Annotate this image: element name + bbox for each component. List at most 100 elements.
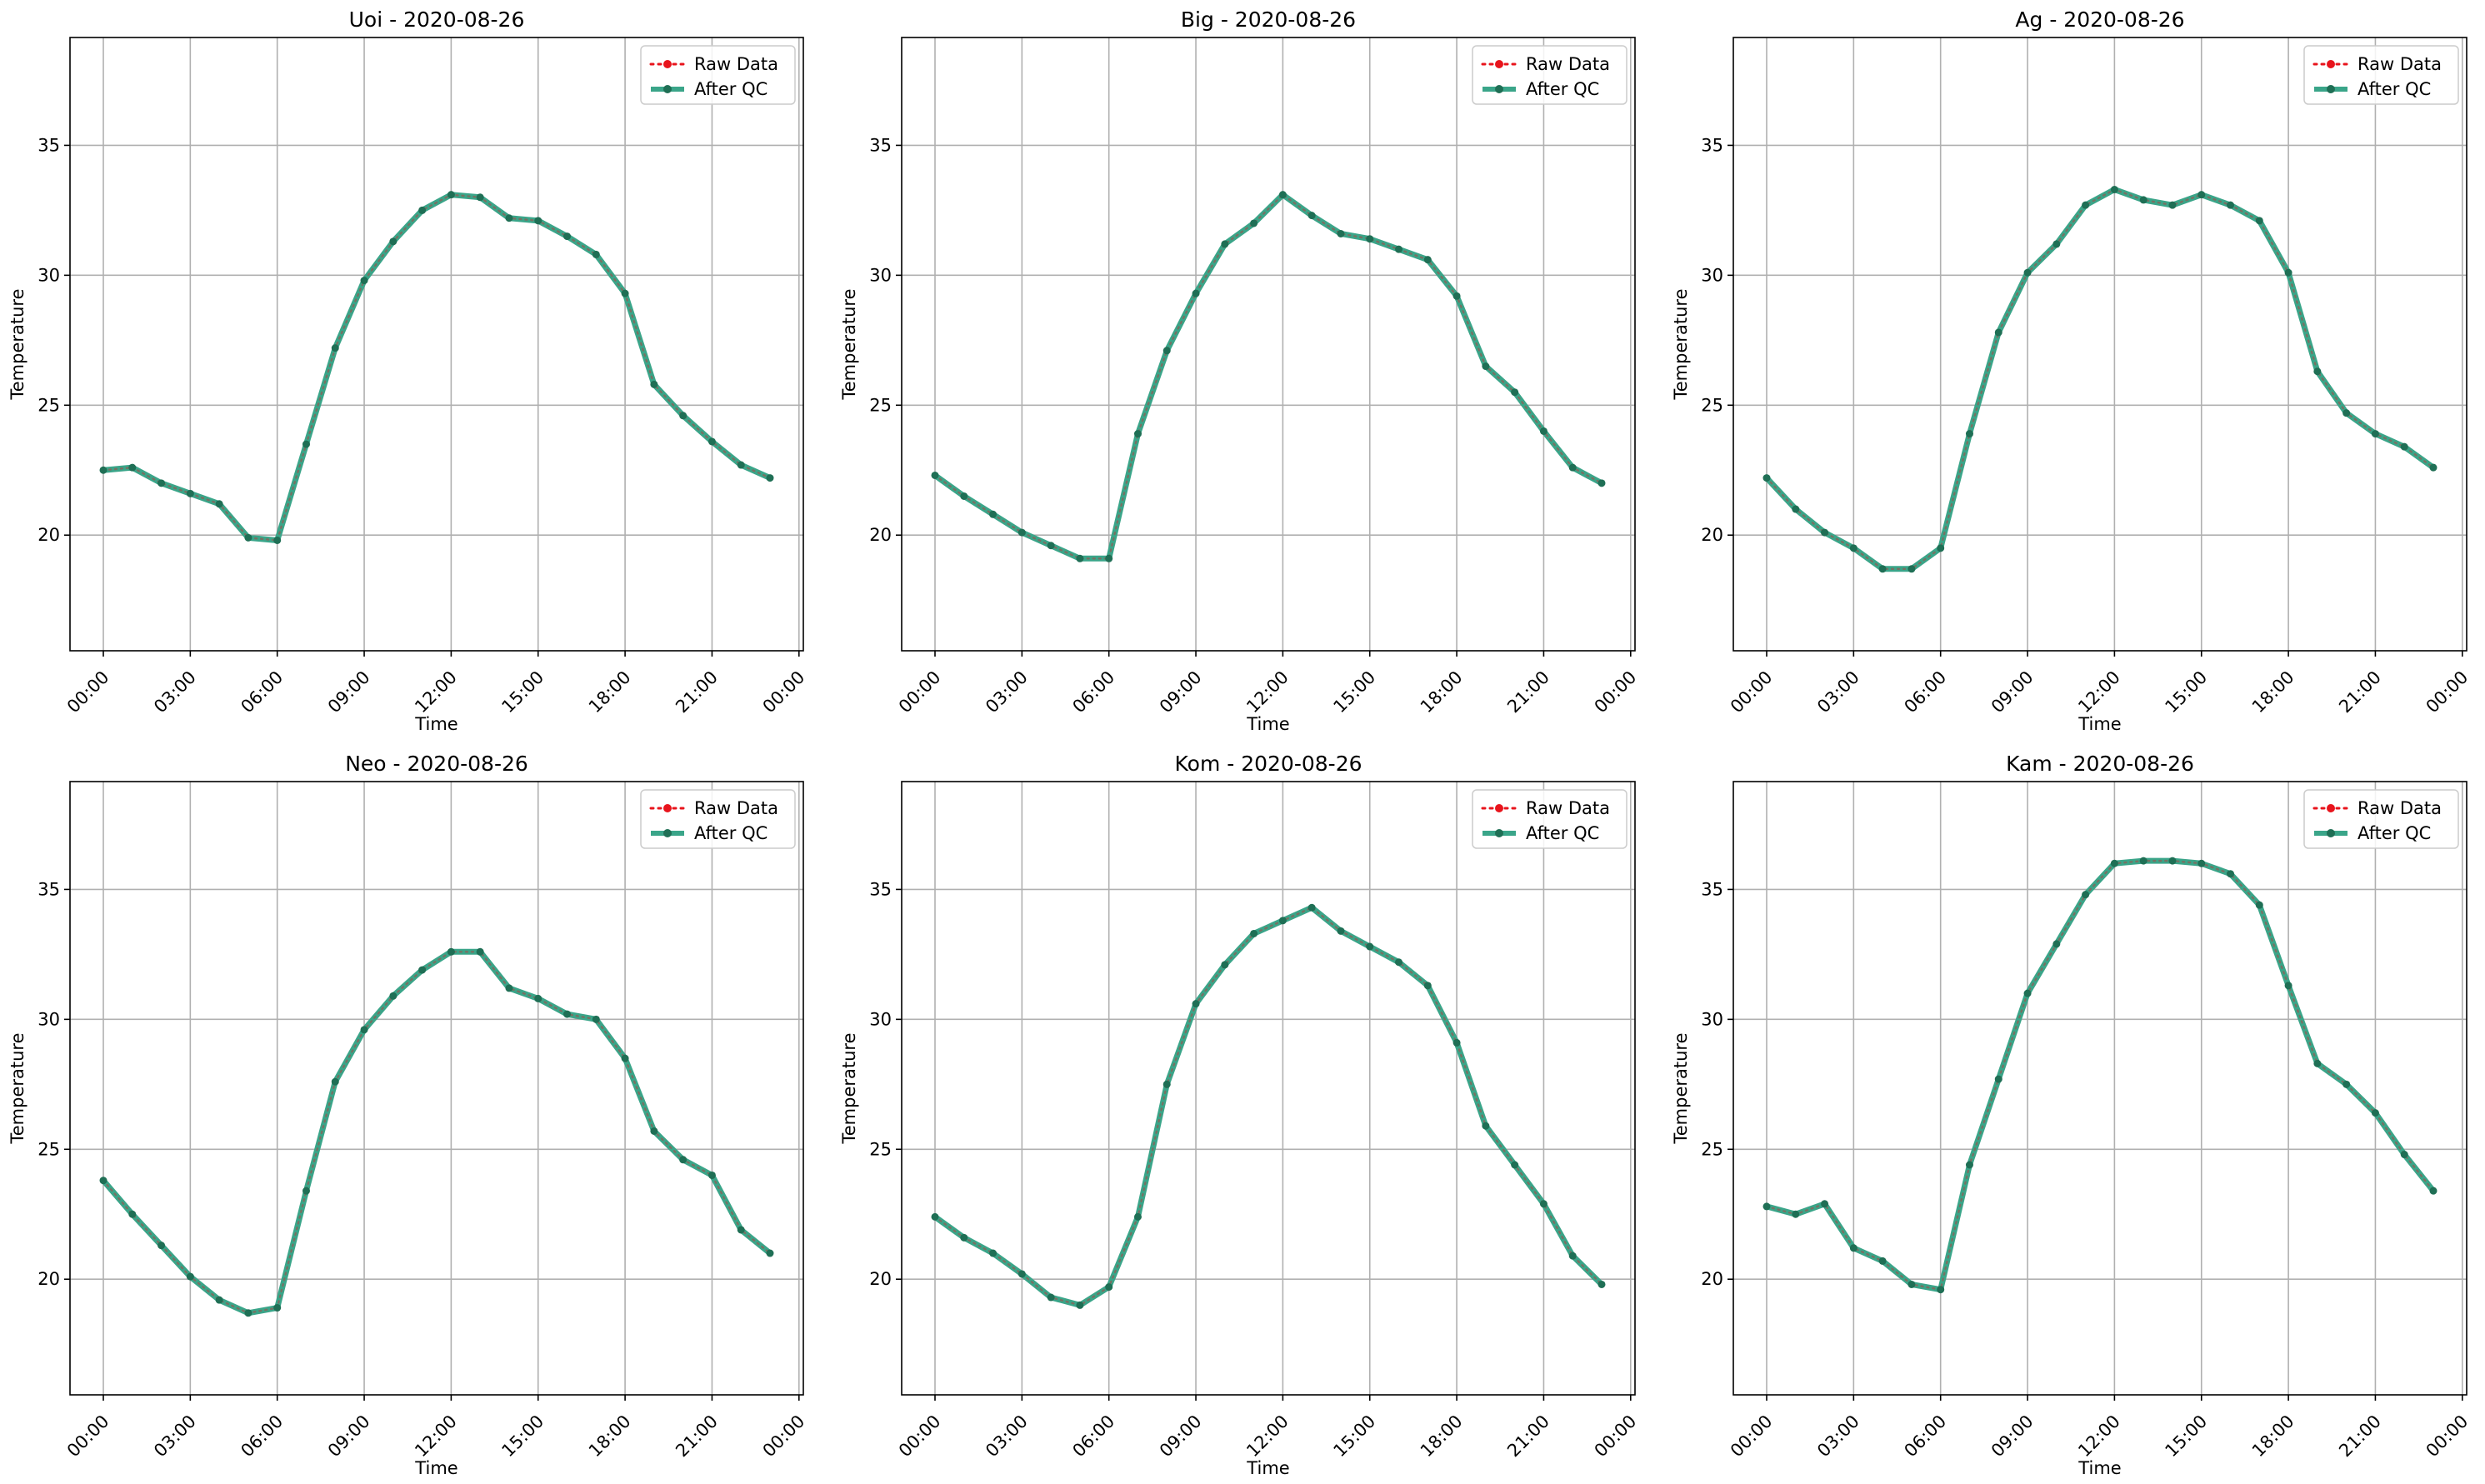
chart-title: Kom - 2020-08-26	[1175, 752, 1362, 776]
data-point	[1250, 929, 1258, 937]
data-point	[1423, 256, 1432, 264]
data-point	[1792, 505, 1800, 513]
x-tick-label: 06:00	[237, 667, 287, 717]
legend-marker-after-qc	[1495, 85, 1503, 93]
legend-label-after-qc: After QC	[1526, 79, 1599, 99]
y-tick-label: 25	[1701, 1139, 1723, 1159]
x-tick-label: 06:00	[237, 1412, 287, 1462]
data-point	[592, 250, 600, 258]
x-tick-label: 09:00	[1988, 1412, 2038, 1462]
data-point	[2342, 409, 2351, 417]
x-tick-label: 06:00	[1900, 1412, 1950, 1462]
y-axis-label: Temperature	[839, 1032, 859, 1144]
data-point	[1162, 1080, 1171, 1088]
series-line-after-qc	[932, 904, 1605, 1308]
axes-frame	[901, 37, 1636, 652]
x-tick-label: 21:00	[672, 1412, 722, 1462]
data-point	[2110, 185, 2118, 193]
axes-frame	[901, 781, 1636, 1396]
data-point	[2110, 859, 2118, 867]
data-point	[215, 500, 223, 508]
data-point	[2052, 940, 2061, 948]
y-tick-label: 30	[1701, 265, 1723, 285]
series-line-after-qc	[1763, 857, 2437, 1293]
data-point	[1366, 942, 1374, 951]
data-point	[1308, 903, 1316, 912]
legend-label-raw-data: Raw Data	[694, 54, 778, 74]
x-tick-label: 00:00	[63, 667, 113, 717]
legend-label-after-qc: After QC	[694, 823, 768, 843]
data-point	[1568, 463, 1577, 472]
data-point	[1047, 1293, 1055, 1302]
data-point	[1395, 958, 1403, 967]
y-tick-label: 30	[38, 265, 60, 285]
y-tick-label: 35	[869, 879, 892, 899]
data-point	[650, 380, 658, 388]
data-point	[186, 1272, 194, 1281]
data-point	[1192, 1000, 1200, 1008]
data-point	[2313, 367, 2322, 376]
data-point	[447, 191, 455, 199]
legend-marker-raw-data	[1495, 804, 1503, 812]
data-point	[1278, 917, 1287, 925]
legend-label-after-qc: After QC	[2358, 823, 2431, 843]
x-tick-label: 15:00	[1330, 667, 1380, 717]
x-tick-label: 00:00	[759, 667, 809, 717]
data-point	[737, 1226, 745, 1234]
legend-marker-after-qc	[663, 85, 672, 93]
x-tick-label: 00:00	[1591, 667, 1641, 717]
data-point	[2198, 859, 2206, 867]
data-point	[1278, 191, 1287, 199]
subplot-4: 00:00 03:00 06:00 09:00 12:00 15:00 18:00 21:00…	[8, 752, 808, 1478]
x-tick-label: 03:00	[1813, 667, 1863, 717]
data-point	[621, 289, 629, 297]
data-point	[1792, 1210, 1800, 1218]
x-tick-label: 09:00	[1988, 667, 2038, 717]
data-point	[1192, 289, 1200, 297]
data-point	[476, 947, 484, 956]
x-tick-label: 21:00	[1503, 1412, 1553, 1462]
data-point	[99, 1177, 108, 1185]
x-tick-label: 18:00	[2248, 667, 2298, 717]
y-tick-label: 35	[1701, 879, 1723, 899]
data-point	[1337, 927, 1345, 935]
y-axis-label: Temperature	[1671, 1032, 1691, 1144]
data-point	[505, 214, 513, 222]
y-tick-label: 35	[38, 135, 60, 155]
legend: Raw Data After QC	[2303, 789, 2459, 849]
x-tick-label: 12:00	[1242, 1412, 1292, 1462]
x-tick-label: 00:00	[63, 1412, 113, 1462]
data-point	[1994, 1075, 2002, 1083]
data-point	[447, 947, 455, 956]
data-point	[2284, 268, 2292, 277]
legend: Raw Data After QC	[640, 789, 796, 849]
x-tick-label: 12:00	[411, 667, 461, 717]
y-tick-label: 25	[869, 395, 892, 415]
data-point	[244, 1309, 252, 1317]
x-tick-label: 00:00	[1727, 1412, 1777, 1462]
x-tick-label: 06:00	[1068, 1412, 1118, 1462]
data-point	[1598, 479, 1606, 487]
data-point	[1162, 347, 1171, 355]
data-point	[1511, 388, 1519, 397]
legend-marker-after-qc	[663, 829, 672, 837]
data-point	[2284, 982, 2292, 990]
data-point	[737, 461, 745, 469]
x-tick-label: 18:00	[585, 1412, 635, 1462]
y-tick-label: 35	[38, 879, 60, 899]
series-line-raw-data	[933, 906, 1603, 1307]
x-tick-label: 12:00	[2074, 667, 2124, 717]
data-point	[1965, 1161, 1973, 1169]
x-tick-label: 18:00	[1417, 1412, 1467, 1462]
data-point	[360, 1026, 368, 1034]
data-point	[128, 1210, 137, 1218]
data-point	[1937, 544, 1945, 552]
data-point	[1908, 1280, 1916, 1288]
data-point	[2082, 891, 2090, 899]
data-point	[215, 1296, 223, 1304]
x-tick-label: 21:00	[1503, 667, 1553, 717]
data-point	[1221, 961, 1229, 969]
y-axis-label: Temperature	[839, 288, 859, 400]
series-line-after-qc	[100, 192, 773, 543]
